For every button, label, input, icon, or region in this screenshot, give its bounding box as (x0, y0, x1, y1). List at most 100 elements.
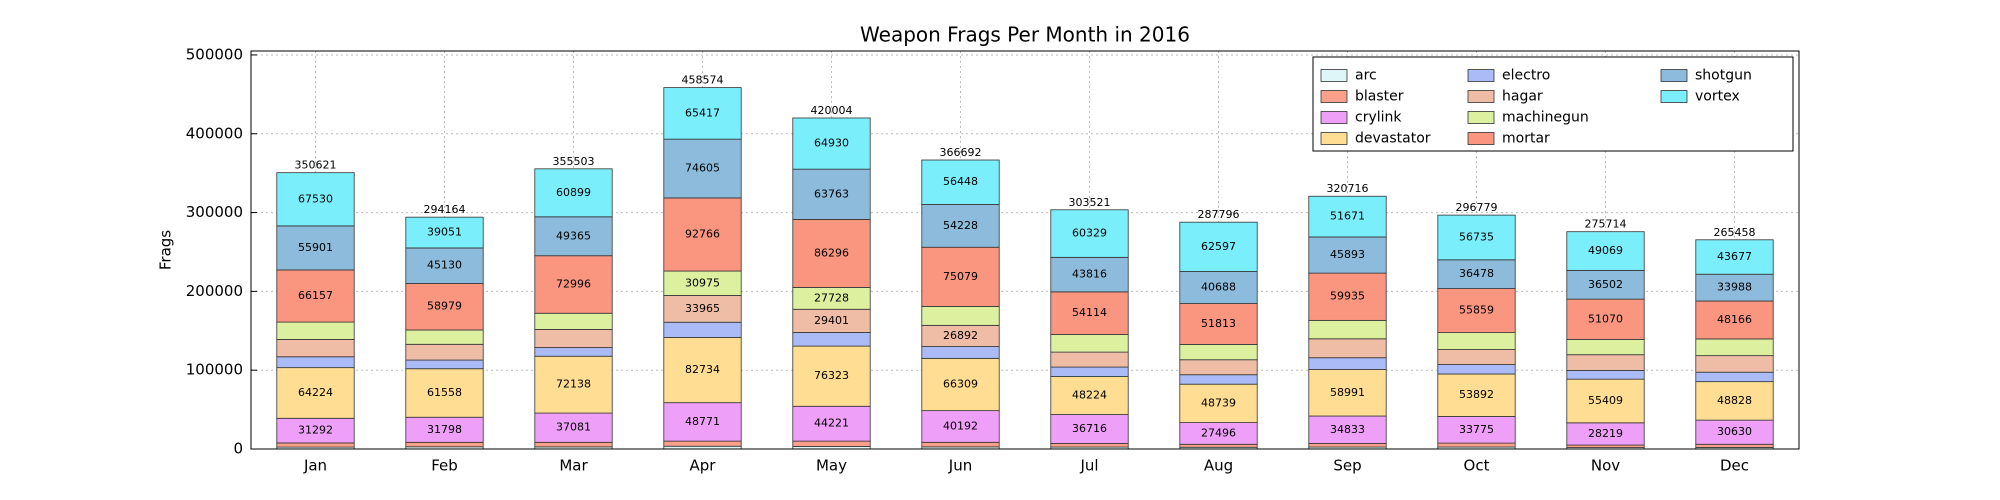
legend-label: arc (1355, 68, 1377, 84)
bar-segment (792, 219, 871, 288)
bar-segment (921, 346, 1000, 359)
legend-label: shotgun (1695, 68, 1752, 84)
bar-segment (1695, 371, 1774, 383)
bar-segment (534, 355, 613, 414)
bar-segment (1179, 374, 1258, 385)
bar-segment (792, 405, 871, 442)
bar-segment (1050, 366, 1129, 377)
bar-segment (1308, 319, 1387, 340)
bar-segment (921, 246, 1000, 307)
bar-segment (663, 87, 742, 140)
bar-segment (1695, 381, 1774, 421)
legend-swatch (1467, 111, 1495, 124)
bar-segment (921, 306, 1000, 326)
bar-segment (1050, 256, 1129, 293)
total-label: 275714 (1585, 218, 1627, 231)
bar-segment (276, 339, 355, 358)
x-tick-label: Feb (431, 457, 458, 475)
data-label: 51070 (1588, 312, 1623, 325)
bar-segment (534, 441, 613, 448)
bar-segment (921, 204, 1000, 248)
legend-label: blaster (1355, 89, 1404, 105)
bar-segment (534, 412, 613, 443)
data-label: 27496 (1201, 426, 1236, 439)
legend-swatch (1467, 90, 1495, 103)
bar-segment (534, 255, 613, 314)
total-label: 294164 (424, 203, 466, 216)
x-tick-label: Apr (690, 457, 717, 475)
data-label: 40688 (1201, 281, 1236, 294)
data-label: 31292 (298, 424, 333, 437)
bar-segment (1437, 373, 1516, 417)
bar-segment (534, 312, 613, 330)
bar-segment (1050, 291, 1129, 335)
data-label: 66157 (298, 289, 333, 302)
bar-segment (663, 197, 742, 272)
bar-segment (276, 356, 355, 369)
bar-segment (1566, 354, 1645, 371)
data-label: 74605 (685, 162, 720, 175)
total-label: 366692 (940, 146, 982, 159)
bar-segment (921, 441, 1000, 448)
legend-label: devastator (1355, 131, 1431, 147)
bar-segment (405, 343, 484, 361)
bar-segment (1308, 357, 1387, 370)
data-label: 44221 (814, 417, 849, 430)
data-label: 56735 (1459, 230, 1494, 243)
bar-segment (405, 416, 484, 443)
bar-segment (1308, 415, 1387, 444)
bar-segment (921, 410, 1000, 443)
y-axis-label: Frags (157, 230, 175, 270)
chart-title: Weapon Frags Per Month in 2016 (860, 23, 1190, 47)
x-tick-label: Nov (1591, 457, 1620, 475)
data-label: 55409 (1588, 394, 1623, 407)
plot-frame (250, 50, 1800, 450)
data-label: 36716 (1072, 422, 1107, 435)
data-label: 43677 (1717, 250, 1752, 263)
bar-segment (1437, 364, 1516, 375)
legend-swatch (1467, 132, 1495, 145)
data-label: 58991 (1330, 386, 1365, 399)
data-label: 33775 (1459, 423, 1494, 436)
bar-segment (663, 138, 742, 199)
bar-segment (663, 440, 742, 447)
bar-segment (1437, 349, 1516, 365)
data-label: 58979 (427, 300, 462, 313)
data-label: 62597 (1201, 240, 1236, 253)
data-label: 43816 (1072, 268, 1107, 281)
y-tick-label: 100000 (186, 361, 243, 379)
bar-segment (534, 347, 613, 357)
data-label: 27728 (814, 291, 849, 304)
total-label: 303521 (1069, 196, 1111, 209)
data-label: 30975 (685, 276, 720, 289)
data-label: 55901 (298, 241, 333, 254)
data-label: 60329 (1072, 227, 1107, 240)
bar-segment (921, 357, 1000, 412)
bar-segment (1179, 271, 1258, 304)
bar-segment (276, 417, 355, 444)
legend-label: crylink (1355, 110, 1402, 126)
total-label: 458574 (682, 74, 724, 87)
data-label: 48828 (1717, 394, 1752, 407)
bar-segment (1179, 221, 1258, 272)
bar-segment (792, 117, 871, 170)
legend-label: electro (1502, 68, 1550, 84)
data-label: 54228 (943, 219, 978, 232)
legend-box (1312, 56, 1794, 152)
data-label: 60899 (556, 186, 591, 199)
data-label: 92766 (685, 227, 720, 240)
total-label: 320716 (1327, 182, 1369, 195)
bar-segment (663, 270, 742, 296)
bar-segment (1179, 443, 1258, 448)
bar-segment (1695, 443, 1774, 448)
bar-segment (1437, 214, 1516, 261)
data-label: 48771 (685, 415, 720, 428)
x-tick-label: May (816, 457, 847, 475)
bar-segment (1179, 383, 1258, 424)
x-tick-label: Jun (948, 457, 972, 475)
bar-segment (1308, 338, 1387, 359)
x-tick-label: Sep (1333, 457, 1361, 475)
bar-segment (1308, 195, 1387, 238)
bar-segment (1179, 344, 1258, 361)
bar-segment (1050, 334, 1129, 353)
